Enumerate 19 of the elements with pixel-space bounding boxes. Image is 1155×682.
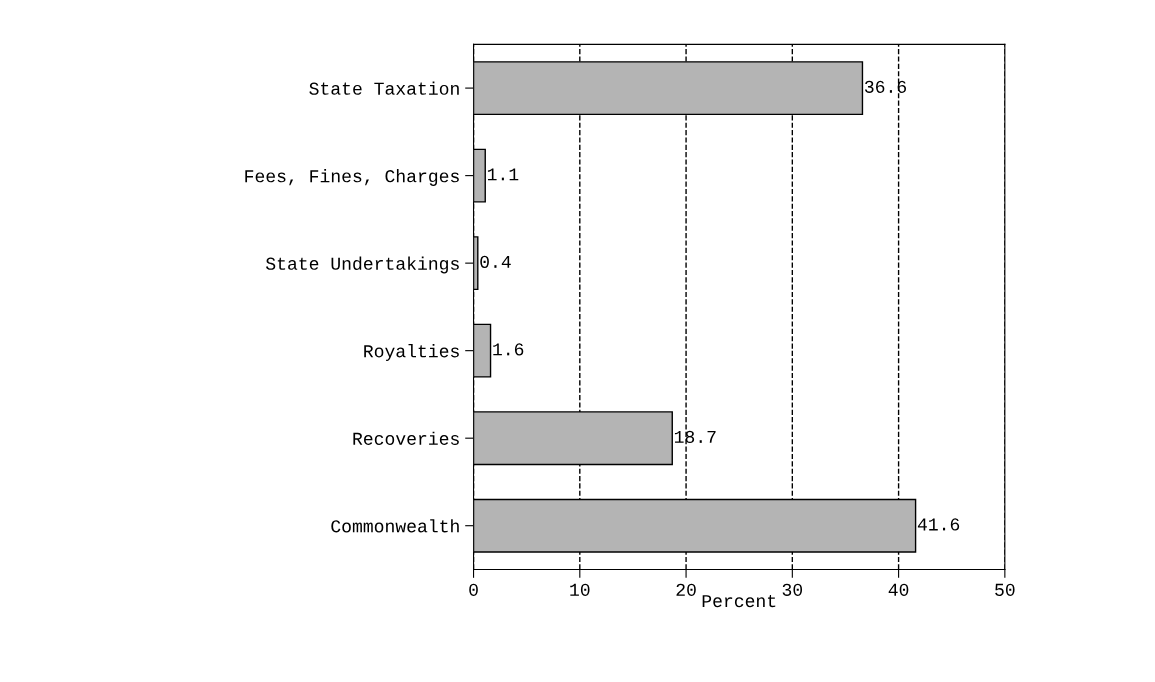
y-tick-label: Royalties (364, 344, 459, 361)
y-tick-label: State Taxation (309, 81, 459, 95)
x-tick-label: 0 (469, 583, 478, 596)
data-label: 0.4 (480, 255, 511, 268)
data-label: 18.7 (674, 430, 716, 444)
x-tick-label: 10 (570, 583, 590, 596)
data-label: 36.6 (864, 80, 907, 93)
x-tick-label: 40 (888, 583, 909, 596)
y-tick-label: Fees, Fines, Charges (245, 169, 459, 186)
x-axis-title: Percent (702, 595, 776, 608)
x-tick-label: 50 (995, 583, 1015, 596)
y-tick-label: State Undertakings (266, 256, 459, 274)
x-tick-label: 30 (782, 583, 803, 596)
y-tick-label: Commonwealth (331, 519, 459, 533)
y-tick-label: Recoveries (353, 431, 459, 445)
x-tick-label: 20 (676, 583, 696, 596)
data-label: 41.6 (917, 518, 960, 531)
data-label: 1.1 (487, 168, 519, 181)
data-label: 1.6 (493, 343, 524, 356)
